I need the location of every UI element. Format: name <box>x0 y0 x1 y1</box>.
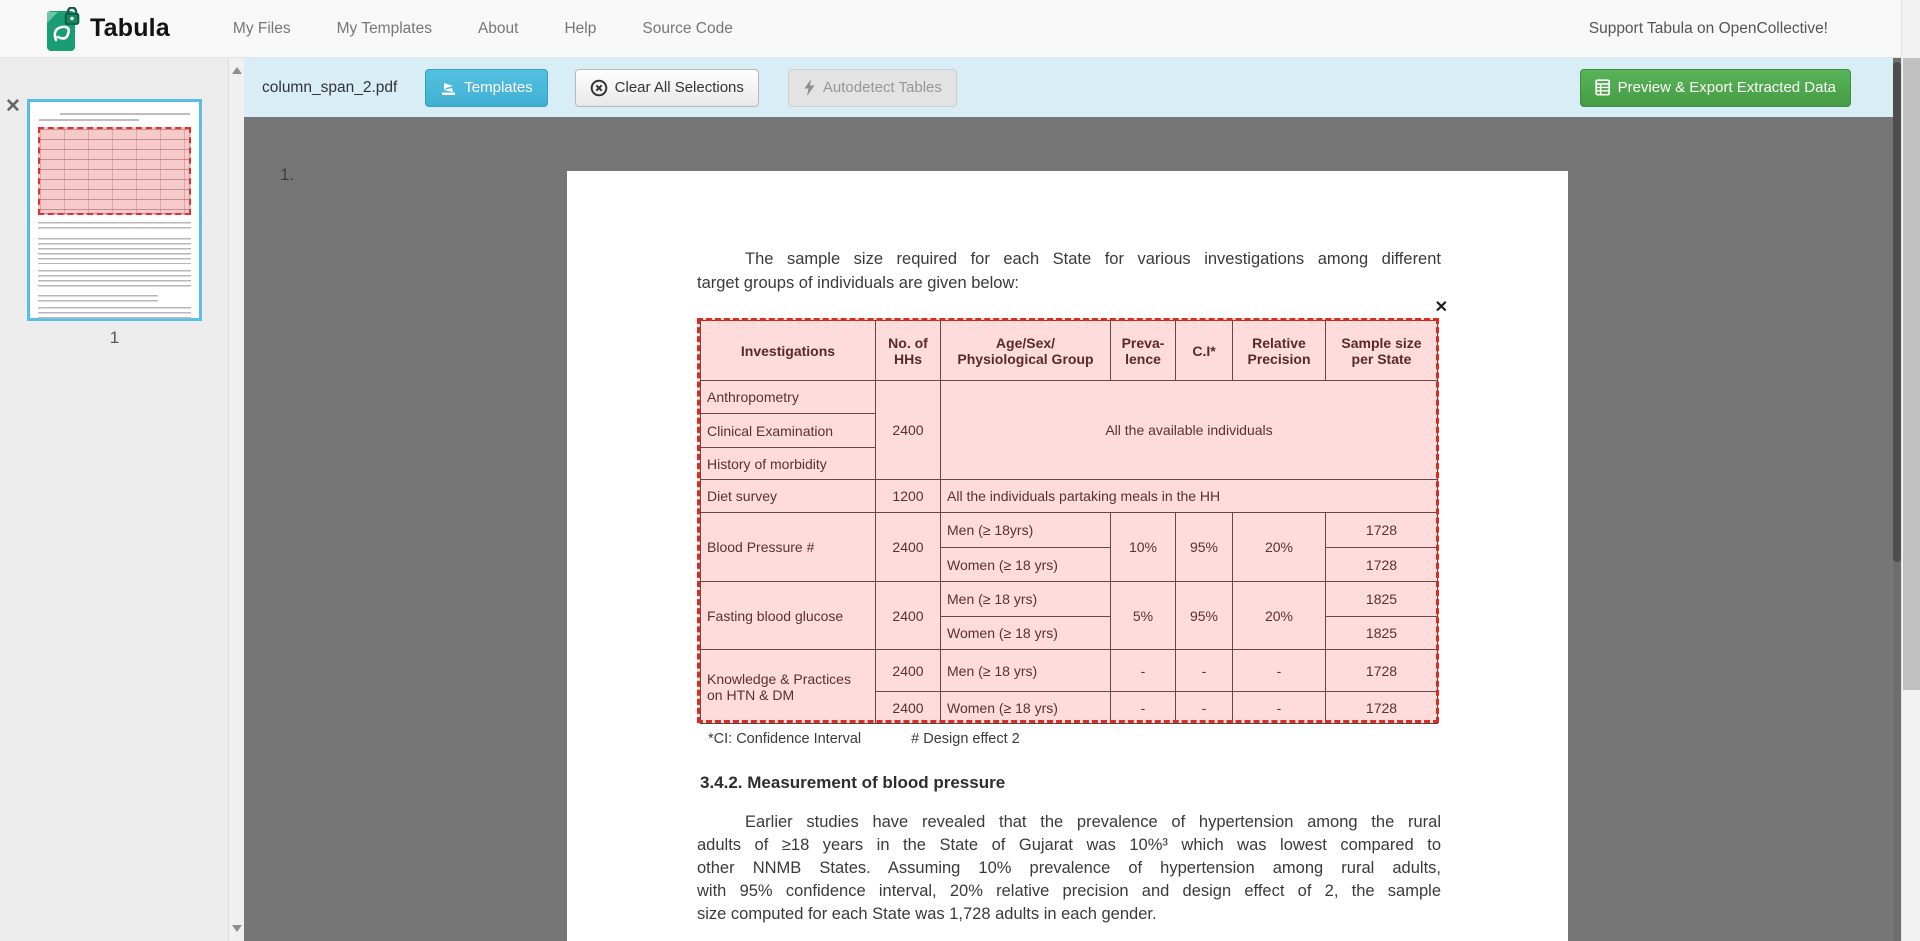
autodetect-tables-button[interactable]: Autodetect Tables <box>787 68 957 107</box>
thumbnail-page-number: 1 <box>109 328 120 347</box>
support-link[interactable]: Support Tabula on OpenCollective! <box>1588 19 1828 37</box>
preview-export-button[interactable]: Preview & Export Extracted Data <box>1579 68 1851 107</box>
page-scrollbar-thumb[interactable] <box>1903 58 1920 690</box>
table-selection-region[interactable]: ✕ <box>697 300 1448 723</box>
table-row: Clinical Examination <box>700 413 1438 448</box>
thumbnail-paragraph <box>38 307 191 319</box>
thumbnail-text-line <box>39 119 139 121</box>
nav-link-help[interactable]: Help <box>564 19 597 37</box>
header-relative-precision: Relative Precision <box>1232 320 1326 381</box>
cell-diet-group: All the individuals partaking meals in t… <box>940 479 1438 513</box>
toolbar: column_span_2.pdf Templates Clear All Se… <box>244 58 1893 117</box>
cell-bp-precision: 20% <box>1232 512 1326 582</box>
cell-kp-women: Women (≥ 18 yrs) <box>940 691 1111 724</box>
templates-icon <box>440 80 457 96</box>
clear-button-label: Clear All Selections <box>614 79 744 96</box>
paragraph-line: adults of ≥18 years in the State of Guja… <box>697 836 1441 854</box>
cell-bp-men: Men (≥ 18yrs) <box>940 512 1111 548</box>
paragraph-line: other NNMB States. Assuming 10% prevalen… <box>697 859 1441 877</box>
nav-link-my-files[interactable]: My Files <box>232 19 291 37</box>
paragraph-line: with 95% confidence interval, 20% relati… <box>697 882 1441 900</box>
cell-kp-n-men: 1728 <box>1325 649 1438 692</box>
cell-kp-men: Men (≥ 18 yrs) <box>940 649 1111 692</box>
tabula-brand[interactable]: Tabula <box>44 6 170 51</box>
cell-fbg-hh: 2400 <box>875 581 941 650</box>
cell-bp-hh: 2400 <box>875 512 941 582</box>
cell-kp-n-women: 1728 <box>1325 691 1438 724</box>
cell-kp-dash: - <box>1175 649 1233 692</box>
viewer-scrollbar[interactable] <box>1893 58 1901 941</box>
cell-clinical-examination: Clinical Examination <box>700 413 876 448</box>
nav-link-about[interactable]: About <box>477 19 519 37</box>
header-prevalence: Preva- lence <box>1110 320 1176 381</box>
table-row: Knowledge & Practices on HTN & DM 2400 M… <box>700 649 1438 724</box>
clear-all-selections-button[interactable]: Clear All Selections <box>574 68 759 107</box>
pdf-viewer-area: 1. The sample size required for each Sta… <box>244 117 1893 941</box>
page-number-label: 1. <box>280 165 295 184</box>
cell-bp-ci: 95% <box>1175 512 1233 582</box>
templates-button-label: Templates <box>464 79 533 96</box>
brand-name: Tabula <box>90 14 170 42</box>
cell-kp-hh-women: 2400 <box>875 691 941 724</box>
pdf-filename: column_span_2.pdf <box>262 78 398 96</box>
nav-link-my-templates[interactable]: My Templates <box>336 19 432 37</box>
intro-line: target groups of individuals are given b… <box>697 274 1019 292</box>
export-button-label: Preview & Export Extracted Data <box>1617 79 1836 96</box>
cell-blood-pressure: Blood Pressure # <box>700 512 876 582</box>
thumbnail-selection-box <box>38 127 191 215</box>
remove-selection-icon[interactable]: ✕ <box>1434 299 1448 316</box>
intro-line: The sample size required for each State … <box>745 250 1441 268</box>
table-footnote: *CI: Confidence Interval # Design effect… <box>708 731 1020 747</box>
thumbnail-paragraph <box>38 270 191 290</box>
cell-fbg-n-men: 1825 <box>1325 581 1438 617</box>
tabula-logo-icon <box>44 6 81 51</box>
table-row: 2400 Women (≥ 18 yrs) - - - 1728 <box>701 691 1438 724</box>
clear-circle-x-icon <box>590 79 608 97</box>
body-paragraph: Earlier studies have revealed that the p… <box>697 811 1441 926</box>
cell-fbg-women: Women (≥ 18 yrs) <box>940 616 1111 650</box>
sample-size-table: Investigations No. of HHs Age/Sex/ Physi… <box>700 320 1438 724</box>
section-heading: 3.4.2. Measurement of blood pressure <box>700 773 1006 792</box>
templates-button[interactable]: Templates <box>425 68 548 107</box>
cell-fbg-men: Men (≥ 18 yrs) <box>940 581 1111 617</box>
pdf-page-1[interactable]: The sample size required for each State … <box>567 171 1568 941</box>
header-ci: C.I* <box>1175 320 1233 381</box>
cell-bp-women: Women (≥ 18 yrs) <box>940 547 1111 582</box>
navbar: Tabula My Files My Templates About Help … <box>0 0 1920 58</box>
nav-link-source-code[interactable]: Source Code <box>642 19 733 37</box>
table-header-row: Investigations No. of HHs Age/Sex/ Physi… <box>700 320 1438 381</box>
intro-paragraph: The sample size required for each State … <box>697 247 1441 295</box>
footnote-design-effect: # Design effect 2 <box>911 731 1020 747</box>
cell-hh-2400: 2400 <box>875 380 941 480</box>
paragraph-line: size computed for each State was 1,728 a… <box>697 905 1157 923</box>
page-1-thumbnail[interactable] <box>27 99 202 321</box>
cell-bp-prevalence: 10% <box>1110 512 1176 582</box>
nav-links: My Files My Templates About Help Source … <box>210 0 756 58</box>
cell-fbg-prevalence: 5% <box>1110 581 1176 650</box>
header-sample-size: Sample size per State <box>1325 320 1438 381</box>
spreadsheet-icon <box>1594 79 1611 96</box>
thumbnail-paragraph <box>38 222 191 232</box>
table-row: Fasting blood glucose 2400 Men (≥ 18 yrs… <box>700 581 1438 650</box>
thumbnail-text-line <box>60 113 190 115</box>
lightning-bolt-icon <box>803 79 816 96</box>
thumbnail-paragraph <box>38 295 158 303</box>
cell-fasting-glucose: Fasting blood glucose <box>700 581 876 650</box>
viewer-scrollbar-thumb[interactable] <box>1893 62 1901 562</box>
cell-kp-dash: - <box>1110 649 1176 692</box>
remove-page-icon[interactable]: ✕ <box>5 96 21 117</box>
page-thumbnail-sidebar: ✕ 1 <box>0 58 228 941</box>
cell-kp-dash: - <box>1232 691 1326 724</box>
table-row: Women (≥ 18 yrs) 1728 <box>701 547 1438 582</box>
header-investigations: Investigations <box>700 320 876 381</box>
paragraph-line: Earlier studies have revealed that the p… <box>745 813 1441 831</box>
autodetect-button-label: Autodetect Tables <box>822 79 942 96</box>
thumbnail-paragraph <box>38 238 191 264</box>
page-scrollbar[interactable] <box>1901 0 1920 941</box>
footnote-ci: *CI: Confidence Interval <box>708 731 862 747</box>
sidebar-scrollbar[interactable] <box>228 58 244 941</box>
scroll-up-icon[interactable] <box>232 67 242 74</box>
scroll-down-icon[interactable] <box>232 925 242 932</box>
